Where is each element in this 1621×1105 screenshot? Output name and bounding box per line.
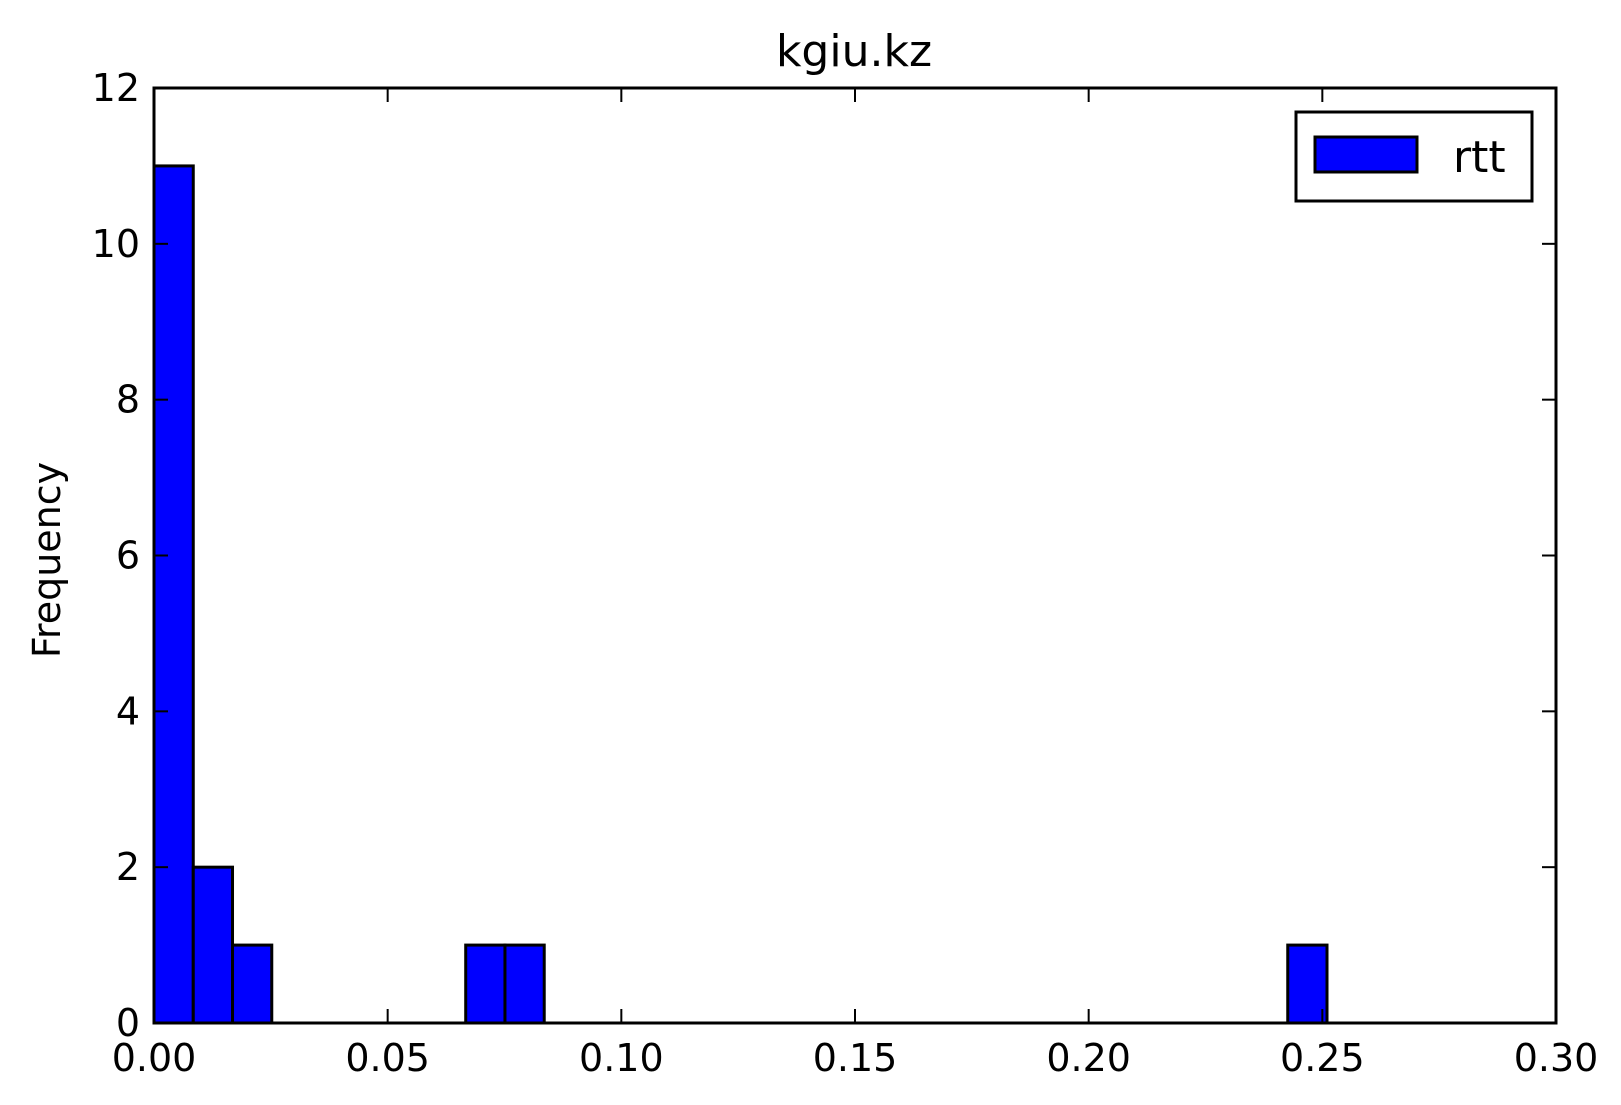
legend: rtt [1294, 110, 1534, 203]
legend-swatch-rtt [1313, 135, 1419, 174]
y-axis-title: Frequency [25, 462, 69, 658]
bar-3 [464, 943, 507, 1025]
plot-frame [152, 86, 1558, 1025]
x-tick-label-4: 0.20 [1046, 1036, 1131, 1080]
x-tick-label-0: 0.00 [112, 1036, 197, 1080]
bar-5 [1286, 943, 1329, 1025]
bar-2 [231, 943, 274, 1025]
y-tick-label-2: 4 [116, 689, 140, 733]
bar-4 [503, 943, 546, 1025]
y-tick-label-3: 6 [116, 534, 140, 578]
bar-1 [191, 865, 235, 1025]
chart-title: kgiu.kz [776, 26, 932, 77]
bar-0 [152, 164, 195, 1025]
y-tick-label-6: 12 [92, 66, 140, 110]
x-tick-label-6: 0.30 [1514, 1036, 1599, 1080]
x-tick-label-1: 0.05 [345, 1036, 430, 1080]
x-tick-label-5: 0.25 [1280, 1036, 1365, 1080]
legend-label-rtt: rtt [1453, 132, 1506, 183]
y-tick-label-1: 2 [116, 845, 140, 889]
x-tick-label-3: 0.15 [813, 1036, 898, 1080]
y-tick-label-4: 8 [116, 378, 140, 422]
bars-group [152, 164, 1329, 1025]
y-tick-label-5: 10 [92, 222, 140, 266]
y-tick-label-0: 0 [116, 1001, 140, 1045]
x-tick-label-2: 0.10 [579, 1036, 664, 1080]
tick-labels-group: 0.00 0.05 0.10 0.15 0.20 0.25 0.30 0 2 4 6 8 10 12 [92, 66, 1599, 1080]
